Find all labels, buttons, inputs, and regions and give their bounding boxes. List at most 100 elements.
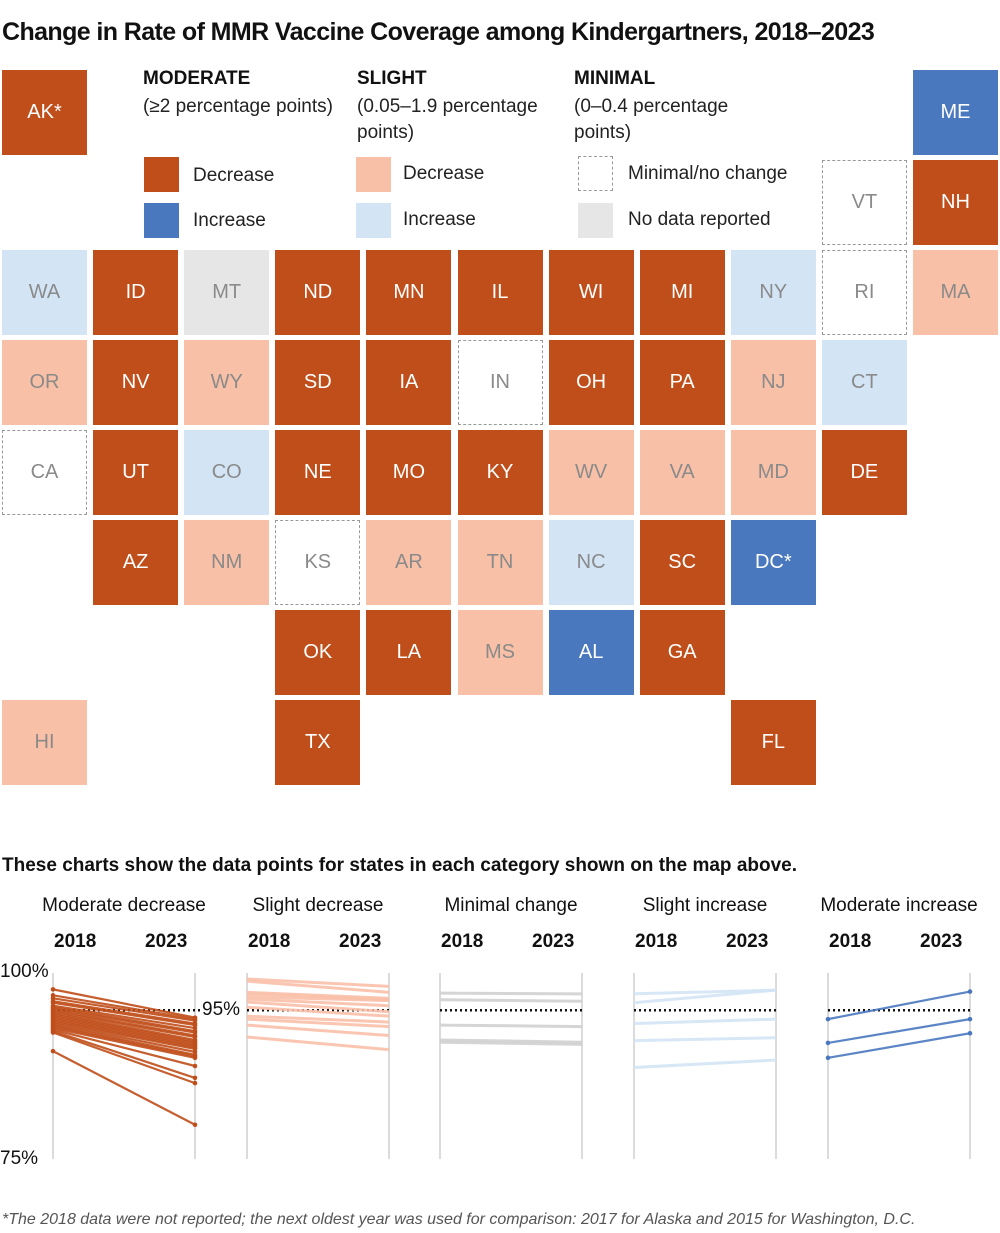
slope-line <box>246 979 390 994</box>
charts-subhead: These charts show the data points for st… <box>2 855 798 876</box>
state-tile-wa: WA <box>2 250 87 335</box>
point-2023 <box>192 1080 198 1086</box>
point-2023 <box>192 1055 198 1061</box>
state-tile-de: DE <box>821 430 907 515</box>
point-2023 <box>967 1016 973 1022</box>
slope-line <box>246 1023 390 1037</box>
slope-line <box>52 1006 196 1033</box>
point-2023 <box>192 1122 198 1128</box>
legend-minimal-range: (0–0.4 percentage points) <box>574 96 729 143</box>
state-tile-me: ME <box>913 70 998 155</box>
slope-line <box>52 1028 196 1068</box>
state-tile-ks: KS <box>275 520 361 605</box>
slope-line <box>52 1024 196 1056</box>
reference-line-label: 95% <box>202 999 241 1020</box>
state-tile-dc: DC* <box>730 520 816 605</box>
legend-label-slight-increase: Increase <box>403 209 476 230</box>
state-tile-nv: NV <box>93 340 179 425</box>
state-tile-nj: NJ <box>730 340 816 425</box>
panel-title: Slight increase <box>642 895 768 916</box>
slope-line <box>52 1009 196 1037</box>
state-tile-mi: MI <box>639 250 725 335</box>
legend-swatch-no-data <box>578 203 613 238</box>
legend-moderate-range: (≥2 percentage points) <box>143 96 333 117</box>
chart-title: Change in Rate of MMR Vaccine Coverage a… <box>2 18 875 46</box>
slope-line <box>246 1017 390 1029</box>
state-tile-sd: SD <box>275 340 361 425</box>
state-tile-pa: PA <box>639 340 725 425</box>
slope-line <box>633 1058 777 1069</box>
panel-title: Moderate increase <box>820 895 978 916</box>
state-tile-in: IN <box>457 340 543 425</box>
state-tile-ky: KY <box>457 430 543 515</box>
slope-line <box>52 1013 196 1043</box>
legend-slight-range: (0.05–1.9 percentage points) <box>357 96 538 143</box>
slope-line <box>52 1016 196 1046</box>
x-tick-label: 2018 <box>54 931 97 952</box>
slope-line <box>246 1000 390 1014</box>
slope-line <box>52 1001 196 1027</box>
state-tile-sc: SC <box>639 520 725 605</box>
legend-swatch-moderate-decrease <box>144 157 179 192</box>
slope-line <box>246 977 390 988</box>
x-tick-label: 2023 <box>339 931 382 952</box>
state-tile-ma: MA <box>913 250 998 335</box>
slope-line <box>52 1021 196 1050</box>
state-tile-ri: RI <box>821 250 907 335</box>
y-tick-label-75: 75% <box>0 1148 39 1169</box>
x-tick-label: 2018 <box>829 931 872 952</box>
x-tick-label: 2023 <box>145 931 188 952</box>
slope-line <box>633 988 777 1005</box>
slope-line <box>52 1004 196 1030</box>
state-tile-hi: HI <box>2 700 87 785</box>
state-tile-mo: MO <box>366 430 452 515</box>
slope-line <box>246 995 390 1003</box>
state-tile-va: VA <box>639 430 725 515</box>
slope-line <box>827 1032 971 1059</box>
state-tile-nm: NM <box>184 520 270 605</box>
state-tile-ut: UT <box>93 430 179 515</box>
state-tile-ne: NE <box>275 430 361 515</box>
state-tile-vt: VT <box>821 160 907 245</box>
slope-line <box>52 1025 196 1058</box>
panel-title: Moderate decrease <box>42 895 206 916</box>
state-tile-nd: ND <box>275 250 361 335</box>
x-tick-label: 2023 <box>532 931 575 952</box>
legend-moderate-heading: MODERATE <box>143 68 251 89</box>
state-tile-il: IL <box>457 250 543 335</box>
state-tile-wi: WI <box>548 250 634 335</box>
slope-line <box>52 1010 196 1039</box>
state-tile-or: OR <box>2 340 87 425</box>
state-tile-fl: FL <box>730 700 816 785</box>
state-tile-wy: WY <box>184 340 270 425</box>
legend-label-moderate-increase: Increase <box>193 210 266 231</box>
slope-line <box>52 1029 196 1079</box>
point-2018 <box>825 1040 831 1046</box>
legend-slight-heading: SLIGHT <box>357 68 427 89</box>
slope-line <box>827 1018 971 1045</box>
state-tile-nc: NC <box>548 520 634 605</box>
slope-line <box>246 1035 390 1052</box>
point-2018 <box>50 1030 56 1035</box>
slope-line <box>52 994 196 1021</box>
state-tile-ia: IA <box>366 340 452 425</box>
slope-line <box>52 1015 196 1045</box>
legend-label-no-data: No data reported <box>628 209 771 230</box>
slope-line <box>246 997 390 1008</box>
state-tile-mn: MN <box>366 250 452 335</box>
state-tile-al: AL <box>548 610 634 695</box>
legend-label-moderate-decrease: Decrease <box>193 165 275 186</box>
legend-swatch-moderate-increase <box>144 203 179 238</box>
legend-label-slight-decrease: Decrease <box>403 163 485 184</box>
point-2018 <box>50 1048 56 1054</box>
state-tile-ny: NY <box>730 250 816 335</box>
state-tile-ak: AK* <box>2 70 87 155</box>
point-2018 <box>50 987 56 992</box>
slope-line <box>52 988 196 1019</box>
slope-line <box>439 998 583 1003</box>
state-tile-ca: CA <box>2 430 87 515</box>
legend-minimal-heading: MINIMAL <box>574 68 656 89</box>
slope-line <box>633 1017 777 1026</box>
slope-line <box>827 990 971 1021</box>
